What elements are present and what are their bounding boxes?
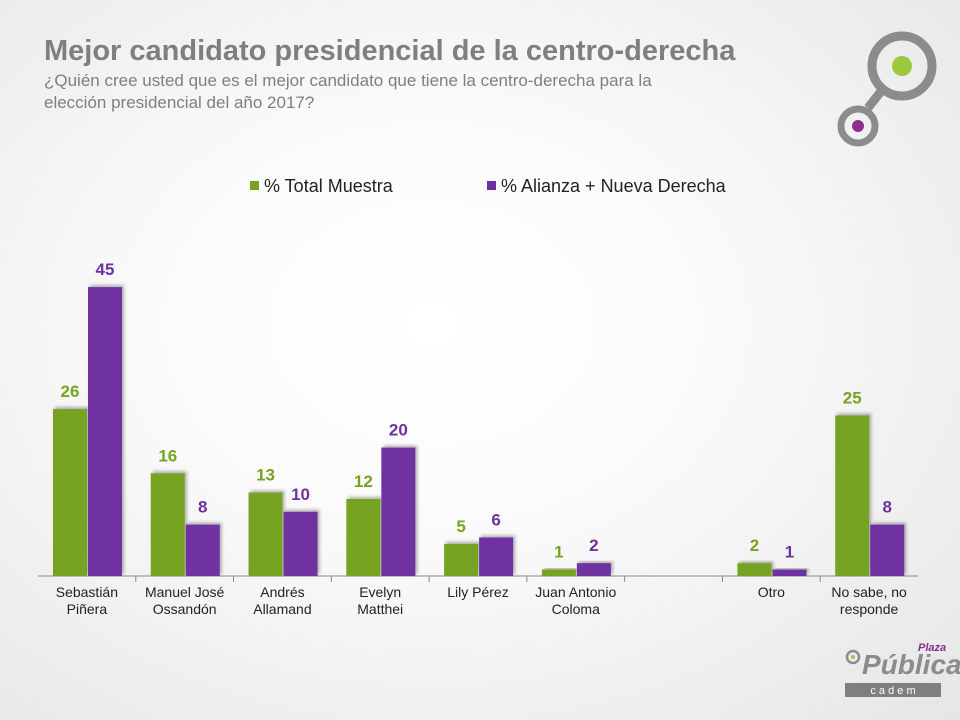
- bar: [381, 447, 416, 576]
- value-label: 25: [843, 389, 862, 408]
- chart-title: Mejor candidato presidencial de la centr…: [44, 35, 736, 67]
- value-label: 1: [785, 543, 794, 562]
- value-label: 1: [554, 543, 563, 562]
- value-label: 45: [96, 260, 115, 279]
- bar: [479, 537, 514, 576]
- value-label: 8: [882, 498, 891, 517]
- bar: [444, 543, 479, 576]
- bar: [53, 409, 87, 576]
- bar: [88, 287, 122, 576]
- value-label: 6: [491, 510, 500, 529]
- bar: [576, 563, 611, 576]
- x-tick-label: Andrés Allamand: [253, 584, 312, 617]
- logo-circles: [837, 31, 937, 147]
- bar: [737, 563, 772, 576]
- x-tick-label: Evelyn Matthei: [357, 584, 404, 617]
- bar: [835, 415, 870, 576]
- legend-label: % Alianza + Nueva Derecha: [501, 176, 727, 196]
- value-label: 5: [456, 517, 465, 536]
- x-tick-label: Otro: [757, 584, 785, 600]
- subtitle: elección presidencial del año 2017?: [44, 93, 314, 112]
- bar: [346, 498, 381, 576]
- logo-text: Plaza: [918, 642, 946, 654]
- logo-text: c a d e m: [870, 685, 915, 697]
- value-label: 13: [256, 466, 275, 485]
- bar: [541, 569, 576, 576]
- x-tick-label: Juan Antonio Coloma: [535, 584, 617, 617]
- logo-bottom: Plaza Pública c a d e m: [845, 642, 960, 697]
- bar: [185, 524, 220, 576]
- subtitle: ¿Quién cree usted que es el mejor candid…: [44, 71, 652, 90]
- value-label: 12: [354, 472, 373, 491]
- x-tick-label: Lily Pérez: [447, 584, 509, 600]
- bar: [772, 569, 807, 576]
- legend-swatch: [487, 181, 496, 190]
- value-label: 10: [291, 485, 310, 504]
- x-tick-label: No sabe, no responde: [831, 584, 907, 617]
- logo-text: Pública: [862, 649, 960, 680]
- bar: [870, 524, 905, 576]
- value-label: 20: [389, 421, 408, 440]
- bar: [283, 511, 318, 576]
- x-tick-label: Manuel José Ossandón: [144, 584, 225, 617]
- value-label: 2: [750, 536, 759, 555]
- value-label: 16: [158, 446, 177, 465]
- value-label: 26: [61, 382, 80, 401]
- legend-swatch: [250, 181, 259, 190]
- value-label: 8: [198, 498, 207, 517]
- bar: [150, 473, 185, 576]
- x-tick-label: Sebastián Piñera: [55, 584, 119, 617]
- value-label: 2: [589, 536, 598, 555]
- legend-label: % Total Muestra: [264, 176, 394, 196]
- bar: [248, 492, 283, 576]
